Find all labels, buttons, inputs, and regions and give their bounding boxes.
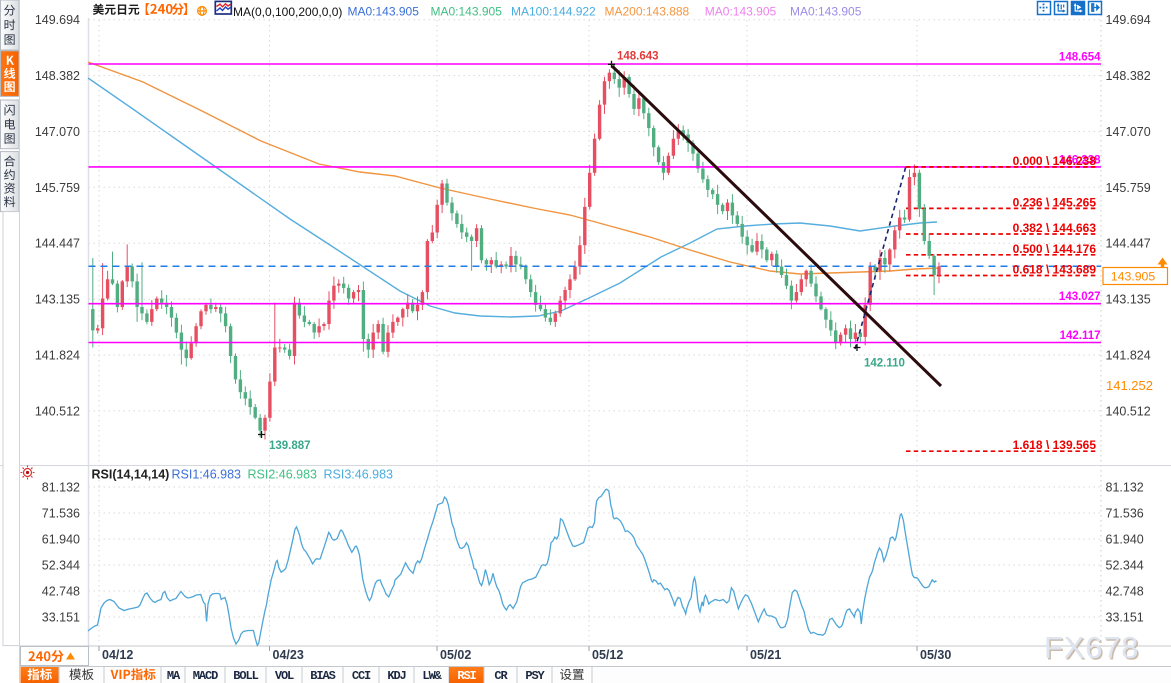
svg-text:PSY: PSY (525, 669, 545, 683)
svg-text:RSI: RSI (457, 669, 476, 683)
svg-text:CR: CR (494, 669, 508, 683)
svg-text:145.759: 145.759 (1106, 181, 1151, 195)
svg-text:42.748: 42.748 (42, 585, 80, 599)
svg-text:05/21: 05/21 (750, 648, 781, 662)
svg-text:141.824: 141.824 (35, 349, 80, 363)
svg-text:149.694: 149.694 (35, 13, 80, 27)
svg-text:0.000 \ 146.238: 0.000 \ 146.238 (1013, 154, 1097, 168)
svg-text:140.512: 140.512 (35, 404, 80, 418)
svg-text:33.151: 33.151 (1106, 611, 1144, 625)
svg-text:MA0:143.905: MA0:143.905 (431, 5, 503, 19)
svg-text:BOLL: BOLL (233, 669, 258, 683)
svg-text:61.940: 61.940 (1106, 533, 1144, 547)
svg-text:52.344: 52.344 (42, 559, 80, 573)
svg-text:RSI2:46.983: RSI2:46.983 (248, 468, 318, 482)
svg-text:143.905: 143.905 (1111, 270, 1156, 284)
svg-text:142.117: 142.117 (1060, 330, 1101, 342)
svg-text:142.110: 142.110 (864, 358, 905, 370)
svg-text:FX678: FX678 (1046, 632, 1141, 667)
svg-text:MA(0,0,100,200,0,0): MA(0,0,100,200,0,0) (233, 5, 342, 19)
svg-text:61.940: 61.940 (42, 533, 80, 547)
svg-text:RSI1:46.983: RSI1:46.983 (172, 468, 242, 482)
svg-text:LW&: LW& (422, 669, 442, 683)
svg-text:143.027: 143.027 (1059, 291, 1101, 303)
svg-text:RSI(14,14,14): RSI(14,14,14) (92, 468, 170, 482)
svg-text:KDJ: KDJ (387, 669, 405, 683)
svg-text:140.512: 140.512 (1106, 404, 1151, 418)
svg-text:143.135: 143.135 (35, 293, 80, 307)
svg-text:144.447: 144.447 (35, 237, 80, 251)
svg-text:147.070: 147.070 (35, 125, 80, 139)
svg-text:143.135: 143.135 (1106, 293, 1151, 307)
svg-text:139.887: 139.887 (269, 440, 311, 452)
svg-text:CCI: CCI (352, 669, 371, 683)
svg-text:145.759: 145.759 (35, 181, 80, 195)
svg-text:42.748: 42.748 (1106, 585, 1144, 599)
svg-text:81.132: 81.132 (1106, 481, 1144, 495)
svg-text:148.382: 148.382 (1106, 69, 1151, 83)
svg-text:71.536: 71.536 (42, 507, 80, 521)
svg-text:04/23: 04/23 (273, 648, 304, 662)
svg-text:MACD: MACD (193, 669, 218, 683)
svg-text:MA0:143.905: MA0:143.905 (790, 5, 862, 19)
svg-text:147.070: 147.070 (1106, 125, 1151, 139)
svg-text:149.694: 149.694 (1106, 13, 1151, 27)
svg-text:1.618 \ 139.565: 1.618 \ 139.565 (1013, 438, 1097, 452)
svg-text:141.824: 141.824 (1106, 349, 1151, 363)
svg-text:81.132: 81.132 (42, 481, 80, 495)
svg-text:148.382: 148.382 (35, 69, 80, 83)
svg-text:05/02: 05/02 (440, 648, 471, 662)
svg-text:0.618 \ 143.689: 0.618 \ 143.689 (1013, 263, 1097, 277)
svg-text:05/30: 05/30 (920, 648, 951, 662)
svg-text:144.447: 144.447 (1106, 237, 1151, 251)
svg-text:FX678: FX678 (1044, 630, 1139, 665)
svg-text:MA200:143.888: MA200:143.888 (605, 5, 690, 19)
svg-text:MA: MA (167, 669, 181, 683)
svg-text:RSI3:46.983: RSI3:46.983 (324, 468, 394, 482)
svg-text:141.252: 141.252 (1106, 378, 1153, 393)
svg-text:MA0:143.905: MA0:143.905 (705, 5, 777, 19)
svg-text:52.344: 52.344 (1106, 559, 1144, 573)
svg-text:0.236 \ 145.265: 0.236 \ 145.265 (1013, 195, 1097, 209)
svg-text:146.238: 146.238 (1059, 154, 1101, 166)
svg-text:33.151: 33.151 (42, 611, 80, 625)
svg-text:MA100:144.922: MA100:144.922 (511, 5, 596, 19)
svg-text:148.654: 148.654 (1059, 52, 1101, 64)
svg-text:0.500 \ 144.176: 0.500 \ 144.176 (1013, 242, 1097, 256)
svg-text:05/12: 05/12 (592, 648, 623, 662)
svg-text:BIAS: BIAS (310, 669, 335, 683)
svg-text:MA0:143.905: MA0:143.905 (348, 5, 420, 19)
svg-text:VOL: VOL (275, 669, 294, 683)
svg-text:04/12: 04/12 (102, 648, 133, 662)
svg-text:0.382 \ 144.663: 0.382 \ 144.663 (1013, 221, 1097, 235)
svg-text:148.643: 148.643 (617, 51, 659, 63)
svg-text:71.536: 71.536 (1106, 507, 1144, 521)
